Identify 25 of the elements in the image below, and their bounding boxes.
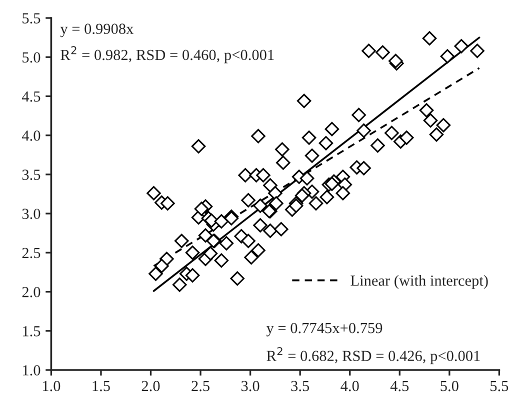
y-tick-label: 2.5: [22, 248, 40, 258]
legend-label: Linear (with intercept): [350, 275, 488, 289]
annotation: R$^{2}$ = 0.982, RSD = 0.460, p<0.001: [60, 46, 274, 64]
x-tick-label: 3.0: [241, 380, 260, 392]
y-tick-label: 3.0: [22, 208, 40, 220]
y-tick-label: 5.5: [22, 13, 40, 24]
x-tick-label: 1.0: [42, 380, 60, 392]
x-tick-label: 1.5: [92, 380, 110, 392]
y-tick-label: 2.0: [22, 286, 40, 298]
y-tick-label: 1.5: [23, 326, 40, 336]
x-tick-label: 4.5: [390, 380, 409, 392]
annotation: R$^{2}$ = 0.682, RSD = 0.426, p<0.001: [266, 347, 480, 364]
y-tick-label: 3.5: [22, 170, 40, 180]
y-tick-label: 4.0: [22, 130, 40, 141]
x-tick-label: 5.5: [490, 381, 508, 392]
x-tick-label: 5.0: [440, 380, 458, 392]
x-tick-label: 2.5: [192, 380, 210, 392]
annotation: y = 0.7745x+0.759: [266, 322, 382, 336]
y-tick-label: 4.5: [22, 91, 40, 102]
annotation: y = 0.9908x: [60, 24, 134, 38]
x-tick-label: 3.5: [291, 380, 310, 392]
y-tick-label: 5.0: [22, 52, 40, 63]
x-tick-label: 4.0: [340, 380, 359, 392]
x-tick-label: 2.0: [142, 380, 160, 392]
y-tick-label: 1.0: [23, 365, 40, 376]
